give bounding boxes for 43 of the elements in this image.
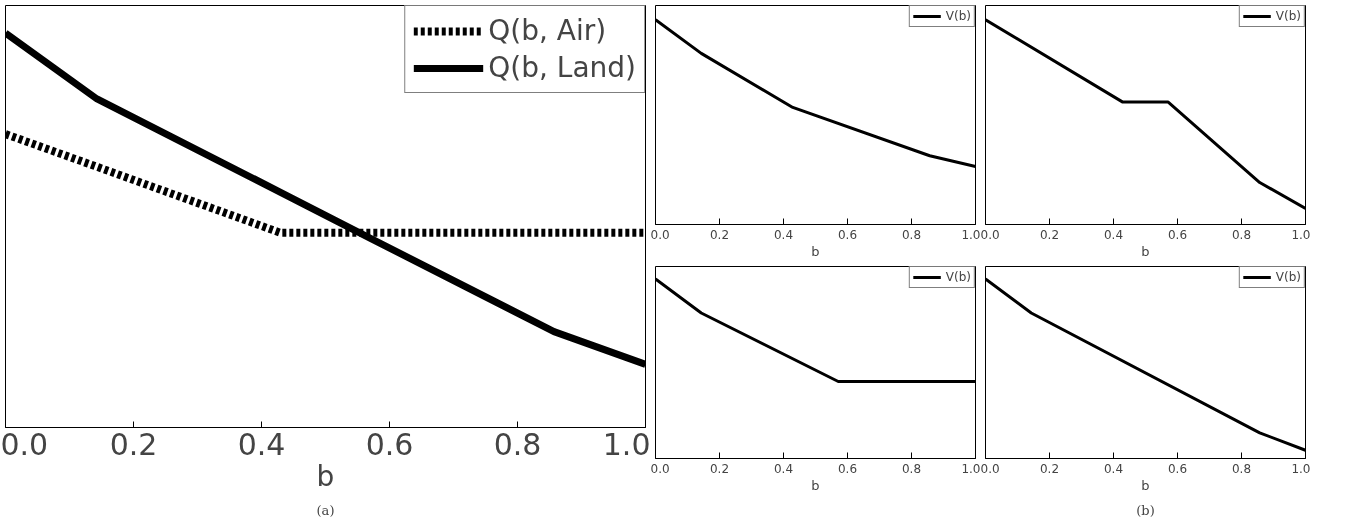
x-tick-label: 0.2 (709, 461, 730, 476)
legend-label: V(b) (1275, 270, 1301, 284)
x-tick-label: 0.4 (773, 227, 794, 242)
x-tick-label: 0.0 (0, 426, 49, 462)
x-axis-title: b (811, 243, 820, 259)
x-tick-label: 0.2 (709, 227, 730, 242)
x-tick-label: 1.0 (961, 461, 981, 476)
x-axis-title: b (1141, 477, 1150, 493)
x-tick-label: 0.8 (1231, 227, 1252, 242)
x-tick-label: 0.0 (650, 227, 670, 242)
legend-label: V(b) (945, 9, 971, 23)
text: (b) (1136, 502, 1155, 518)
x-axis-title: b (316, 459, 335, 493)
x-tick-label: 0.2 (1039, 227, 1060, 242)
x-tick-label: 0.0 (980, 227, 1000, 242)
x-tick-label: 0.8 (493, 426, 542, 462)
x-tick-label: 0.0 (980, 461, 1000, 476)
legend-label: Q(b, Land) (488, 51, 636, 84)
x-tick-label: 0.6 (837, 227, 858, 242)
x-tick-label: 0.4 (1103, 227, 1124, 242)
x-tick-label: 0.6 (1167, 227, 1188, 242)
x-axis-title: b (811, 477, 820, 493)
legend-label: Q(b, Air) (488, 14, 607, 47)
x-tick-label: 0.2 (109, 426, 158, 462)
x-tick-label: 0.8 (901, 461, 922, 476)
x-axis-title: b (1141, 243, 1150, 259)
x-tick-label: 0.0 (650, 461, 670, 476)
x-tick-label: 0.8 (1231, 461, 1252, 476)
text: (a) (316, 502, 335, 518)
x-tick-label: 0.4 (773, 461, 794, 476)
x-tick-label: 0.2 (1039, 461, 1060, 476)
x-tick-label: 0.6 (1167, 461, 1188, 476)
x-tick-label: 0.6 (837, 461, 858, 476)
x-tick-label: 0.4 (1103, 461, 1124, 476)
x-tick-label: 1.0 (602, 426, 651, 462)
x-tick-label: 1.0 (1291, 227, 1311, 242)
x-tick-label: 0.6 (365, 426, 414, 462)
x-tick-label: 0.8 (901, 227, 922, 242)
x-tick-label: 0.4 (237, 426, 286, 462)
legend-label: V(b) (1275, 9, 1301, 23)
legend-label: V(b) (945, 270, 971, 284)
x-tick-label: 1.0 (1291, 461, 1311, 476)
x-tick-label: 1.0 (961, 227, 981, 242)
